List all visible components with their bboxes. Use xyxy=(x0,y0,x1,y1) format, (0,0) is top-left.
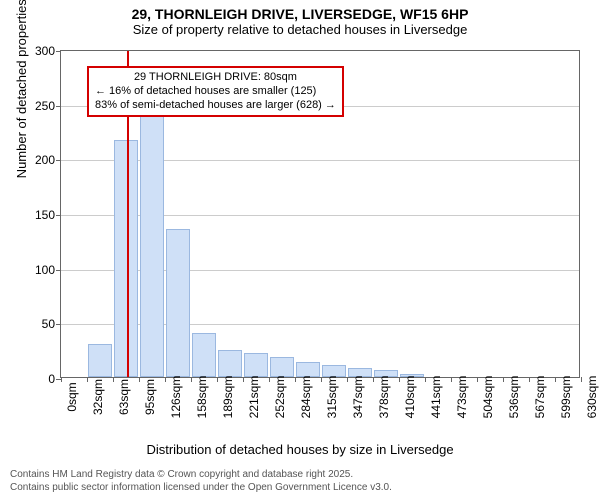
histogram-bar xyxy=(114,140,139,377)
x-tick-mark xyxy=(321,377,322,382)
x-tick-mark xyxy=(529,377,530,382)
x-tick-label: 347sqm xyxy=(351,376,365,419)
histogram-bar xyxy=(88,344,113,377)
x-tick-mark xyxy=(373,377,374,382)
x-tick-label: 95sqm xyxy=(143,379,157,415)
histogram-bar xyxy=(218,350,243,377)
x-tick-mark xyxy=(295,377,296,382)
histogram-bar xyxy=(140,109,165,377)
histogram-bar xyxy=(244,353,269,377)
x-tick-mark xyxy=(347,377,348,382)
y-tick-label: 150 xyxy=(35,208,55,222)
title-block: 29, THORNLEIGH DRIVE, LIVERSEDGE, WF15 6… xyxy=(0,0,600,37)
y-tick-label: 50 xyxy=(42,317,55,331)
x-tick-label: 252sqm xyxy=(273,376,287,419)
title-subtitle: Size of property relative to detached ho… xyxy=(0,22,600,37)
x-tick-label: 630sqm xyxy=(585,376,599,419)
x-tick-label: 599sqm xyxy=(559,376,573,419)
x-tick-label: 441sqm xyxy=(429,376,443,419)
x-tick-mark xyxy=(425,377,426,382)
x-tick-mark xyxy=(61,377,62,382)
footer-line1: Contains HM Land Registry data © Crown c… xyxy=(10,468,392,481)
y-tick-label: 300 xyxy=(35,44,55,58)
annotation-box: 29 THORNLEIGH DRIVE: 80sqm ← 16% of deta… xyxy=(87,66,344,117)
x-tick-label: 126sqm xyxy=(169,376,183,419)
histogram-bar xyxy=(166,229,191,377)
title-address: 29, THORNLEIGH DRIVE, LIVERSEDGE, WF15 6… xyxy=(0,6,600,22)
x-tick-label: 0sqm xyxy=(65,382,79,411)
y-tick-mark xyxy=(56,270,61,271)
x-tick-mark xyxy=(165,377,166,382)
x-axis-title: Distribution of detached houses by size … xyxy=(0,442,600,457)
y-tick-mark xyxy=(56,51,61,52)
x-tick-mark xyxy=(581,377,582,382)
x-tick-mark xyxy=(217,377,218,382)
footer-attribution: Contains HM Land Registry data © Crown c… xyxy=(10,468,392,494)
x-tick-label: 410sqm xyxy=(403,376,417,419)
histogram-bar xyxy=(192,333,217,377)
x-tick-label: 158sqm xyxy=(195,376,209,419)
x-tick-label: 473sqm xyxy=(455,376,469,419)
x-tick-label: 378sqm xyxy=(377,376,391,419)
annotation-line3: 83% of semi-detached houses are larger (… xyxy=(95,99,336,113)
x-tick-mark xyxy=(477,377,478,382)
y-tick-label: 250 xyxy=(35,99,55,113)
x-tick-mark xyxy=(191,377,192,382)
x-tick-label: 536sqm xyxy=(507,376,521,419)
x-tick-mark xyxy=(87,377,88,382)
footer-line2: Contains public sector information licen… xyxy=(10,481,392,494)
x-tick-mark xyxy=(451,377,452,382)
chart-container: 29, THORNLEIGH DRIVE, LIVERSEDGE, WF15 6… xyxy=(0,0,600,500)
y-tick-mark xyxy=(56,324,61,325)
x-tick-label: 32sqm xyxy=(91,379,105,415)
x-tick-label: 567sqm xyxy=(533,376,547,419)
y-tick-label: 0 xyxy=(48,372,55,386)
x-tick-label: 221sqm xyxy=(247,376,261,419)
x-tick-label: 315sqm xyxy=(325,376,339,419)
x-tick-mark xyxy=(113,377,114,382)
x-tick-label: 504sqm xyxy=(481,376,495,419)
annotation-line2: ← 16% of detached houses are smaller (12… xyxy=(95,85,336,99)
y-tick-mark xyxy=(56,215,61,216)
annotation-line1: 29 THORNLEIGH DRIVE: 80sqm xyxy=(95,71,336,85)
x-tick-mark xyxy=(399,377,400,382)
x-tick-label: 63sqm xyxy=(117,379,131,415)
y-tick-label: 200 xyxy=(35,153,55,167)
x-tick-mark xyxy=(139,377,140,382)
y-tick-mark xyxy=(56,106,61,107)
histogram-bar xyxy=(270,357,295,377)
y-axis-title: Number of detached properties xyxy=(14,0,29,178)
x-tick-label: 189sqm xyxy=(221,376,235,419)
x-tick-mark xyxy=(555,377,556,382)
y-tick-label: 100 xyxy=(35,263,55,277)
x-tick-mark xyxy=(243,377,244,382)
x-tick-mark xyxy=(503,377,504,382)
y-tick-mark xyxy=(56,160,61,161)
x-tick-mark xyxy=(269,377,270,382)
x-tick-label: 284sqm xyxy=(299,376,313,419)
